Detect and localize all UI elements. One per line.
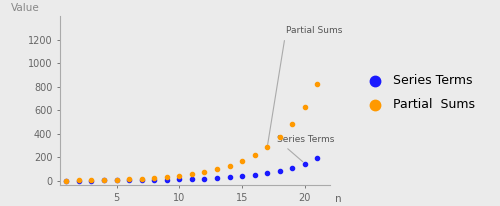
Series Terms (62, 179, 70, 182)
Partial  Sums (301, 105, 309, 108)
Series Terms (138, 178, 145, 182)
Partial  Sums (75, 179, 83, 182)
Series Terms (250, 173, 258, 176)
Partial  Sums (88, 179, 96, 182)
Series Terms (226, 176, 234, 179)
Series Terms (75, 179, 83, 182)
Partial  Sums (125, 178, 133, 181)
Partial  Sums (213, 168, 221, 171)
Series Terms (213, 176, 221, 180)
Partial  Sums (250, 153, 258, 157)
Partial  Sums (112, 178, 120, 181)
Text: n: n (336, 194, 342, 204)
Series Terms (288, 166, 296, 169)
Series Terms (176, 178, 184, 181)
Series Terms (125, 179, 133, 182)
Series Terms (238, 174, 246, 178)
Partial  Sums (188, 172, 196, 176)
Legend: Series Terms, Partial  Sums: Series Terms, Partial Sums (358, 69, 480, 116)
Partial  Sums (238, 159, 246, 163)
Series Terms (162, 178, 170, 181)
Text: Partial Sums: Partial Sums (268, 26, 342, 145)
Series Terms (263, 171, 271, 174)
Series Terms (188, 177, 196, 181)
Series Terms (88, 179, 96, 182)
Partial  Sums (100, 178, 108, 182)
Text: Value: Value (12, 3, 40, 13)
Series Terms (301, 162, 309, 165)
Partial  Sums (226, 164, 234, 167)
Series Terms (112, 179, 120, 182)
Series Terms (100, 179, 108, 182)
Text: Series Terms: Series Terms (278, 135, 334, 162)
Partial  Sums (263, 146, 271, 149)
Partial  Sums (276, 136, 284, 139)
Partial  Sums (162, 175, 170, 179)
Series Terms (314, 157, 322, 160)
Partial  Sums (288, 122, 296, 126)
Series Terms (150, 178, 158, 182)
Partial  Sums (314, 83, 322, 86)
Partial  Sums (138, 177, 145, 180)
Series Terms (276, 169, 284, 172)
Partial  Sums (62, 179, 70, 182)
Series Terms (200, 177, 208, 180)
Partial  Sums (200, 170, 208, 174)
Partial  Sums (150, 176, 158, 180)
Partial  Sums (176, 174, 184, 177)
